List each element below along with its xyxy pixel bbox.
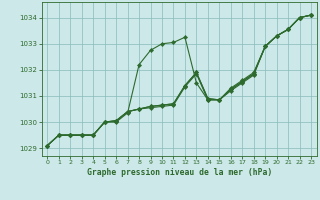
- X-axis label: Graphe pression niveau de la mer (hPa): Graphe pression niveau de la mer (hPa): [87, 168, 272, 177]
